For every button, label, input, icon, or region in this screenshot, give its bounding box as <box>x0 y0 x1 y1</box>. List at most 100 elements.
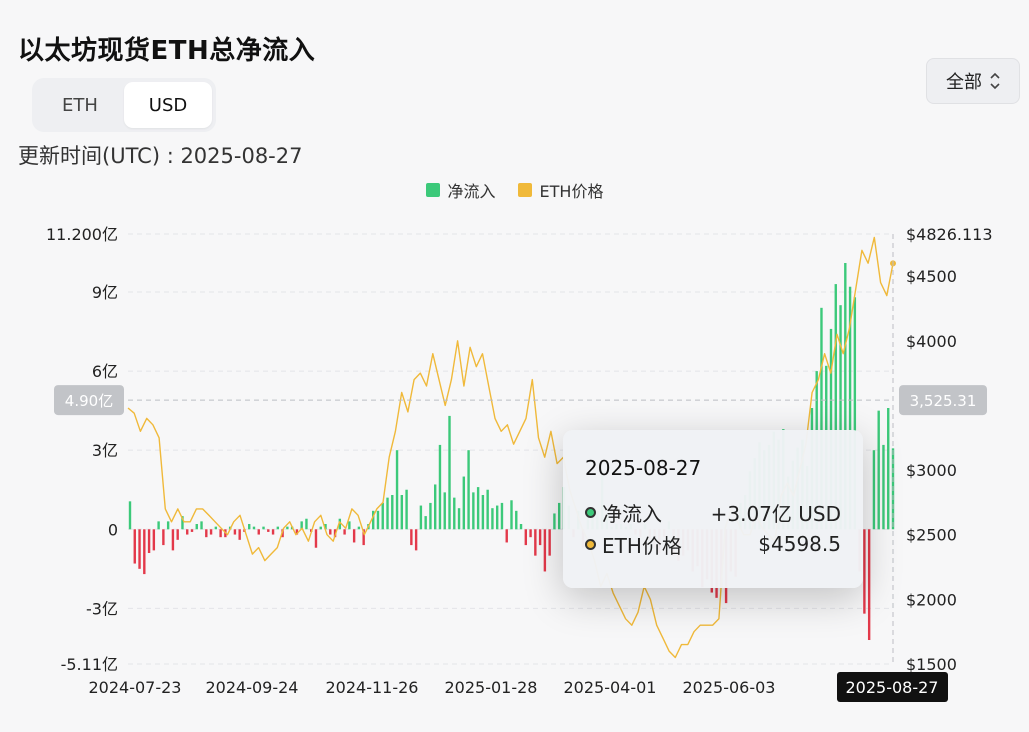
inflow-bar <box>395 450 399 530</box>
inflow-bar <box>200 521 203 530</box>
inflow-bar <box>548 529 551 556</box>
y2-tick-label: $4000 <box>906 332 957 351</box>
inflow-bar <box>510 500 513 530</box>
y-tick-label: 11.200亿 <box>46 225 118 244</box>
inflow-bar <box>176 529 179 540</box>
inflow-bar <box>834 284 837 530</box>
inflow-bar <box>419 505 423 530</box>
inflow-bar <box>491 508 494 530</box>
inflow-bar <box>348 521 351 530</box>
inflow-bar <box>233 529 237 535</box>
inflow-bar <box>152 529 156 551</box>
inflow-bar <box>538 529 542 546</box>
inflow-bar <box>209 529 213 535</box>
inflow-bar <box>386 497 389 530</box>
inflow-bar <box>314 529 318 548</box>
y-tick-label: -5.11亿 <box>61 655 118 674</box>
inflow-bar <box>481 495 485 530</box>
inflow-bar <box>362 529 365 546</box>
inflow-bar <box>476 487 480 530</box>
inflow-bar <box>166 521 170 530</box>
inflow-bar <box>128 501 132 530</box>
inflow-bar <box>205 529 208 538</box>
legend-item-price[interactable]: ETH价格 <box>517 178 604 202</box>
inflow-bar <box>424 516 427 530</box>
inflow-bar <box>400 495 404 530</box>
inflow-bar <box>462 476 466 530</box>
inflow-bar <box>391 495 394 530</box>
legend-swatch-price <box>517 183 532 197</box>
inflow-bar <box>138 529 141 569</box>
inflow-bar <box>186 529 189 535</box>
inflow-bar <box>519 524 523 530</box>
inflow-bar <box>443 492 446 530</box>
inflow-bar <box>820 307 823 530</box>
inflow-bar <box>505 529 508 543</box>
legend-swatch-inflow <box>425 183 440 197</box>
inflow-bar <box>829 328 833 530</box>
crosshair-y-label: 4.90亿 <box>65 392 113 410</box>
inflow-bar <box>472 492 475 530</box>
chart-tooltip: 2025-08-27 净流入 +3.07亿 USD ETH价格 $4598.5 <box>563 430 863 588</box>
page-title: 以太坊现货ETH总净流入 <box>18 36 316 66</box>
inflow-bar <box>181 516 184 530</box>
inflow-bar <box>553 513 556 530</box>
inflow-bar <box>319 526 322 530</box>
inflow-bar <box>267 529 270 532</box>
inflow-bar <box>844 263 847 530</box>
inflow-bar <box>305 518 308 530</box>
inflow-bar <box>143 529 146 575</box>
inflow-bar <box>853 297 857 530</box>
y2-tick-label: $2000 <box>906 590 957 609</box>
tooltip-row-price: ETH价格 $4598.5 <box>585 528 841 560</box>
tooltip-dot-inflow <box>585 506 596 518</box>
inflow-bar <box>524 529 528 546</box>
inflow-bar <box>133 529 136 564</box>
inflow-bar <box>467 450 470 530</box>
tooltip-value-price: $4598.5 <box>758 532 841 556</box>
unit-eth-button[interactable]: ETH <box>62 94 98 116</box>
legend-label-inflow: 净流入 <box>447 182 496 201</box>
inflow-bar <box>448 415 451 530</box>
crosshair-x-badge <box>837 672 948 702</box>
inflow-bar <box>343 529 346 535</box>
inflow-bar <box>434 484 437 530</box>
y-tick-label: 9亿 <box>92 283 118 302</box>
y2-tick-label: $2500 <box>906 526 957 545</box>
y2-tick-label: $1500 <box>906 655 957 674</box>
updated-time: 更新时间(UTC) : 2025-08-27 <box>18 144 303 168</box>
y-tick-label: 3亿 <box>92 441 118 460</box>
inflow-bar <box>271 529 275 535</box>
inflow-bar <box>543 529 547 572</box>
inflow-bar <box>500 502 504 530</box>
y2-tick-label: $3000 <box>906 461 957 480</box>
x-tick-label: 2025-04-01 <box>564 678 657 697</box>
crosshair-y-badge <box>54 385 124 416</box>
inflow-bar <box>252 526 256 530</box>
tooltip-label-price: ETH价格 <box>602 533 682 558</box>
inflow-bar <box>329 529 332 535</box>
inflow-bar <box>405 489 408 530</box>
legend-item-inflow[interactable]: 净流入 <box>425 178 496 202</box>
inflow-bar <box>257 529 260 535</box>
inflow-bar <box>171 529 175 551</box>
inflow-bar <box>529 529 532 538</box>
inflow-bar <box>157 521 160 530</box>
chart-legend: 净流入 ETH价格 <box>0 178 1029 202</box>
inflow-bar <box>438 444 442 530</box>
x-tick-label: 2024-07-23 <box>89 678 182 697</box>
inflow-bar <box>295 529 299 535</box>
inflow-bar <box>147 529 151 554</box>
y-tick-label: 6亿 <box>92 362 118 381</box>
inflow-bar <box>515 510 518 530</box>
legend-label-price: ETH价格 <box>539 182 604 201</box>
inflow-bar <box>410 529 413 546</box>
range-select[interactable]: 全部 <box>926 58 1020 104</box>
inflow-bar <box>286 526 289 530</box>
crosshair-x-label: 2025-08-27 <box>846 678 939 697</box>
unit-usd-button[interactable]: USD <box>124 82 212 128</box>
inflow-bar <box>453 497 456 530</box>
inflow-bar <box>352 529 356 543</box>
inflow-bar <box>372 510 375 530</box>
